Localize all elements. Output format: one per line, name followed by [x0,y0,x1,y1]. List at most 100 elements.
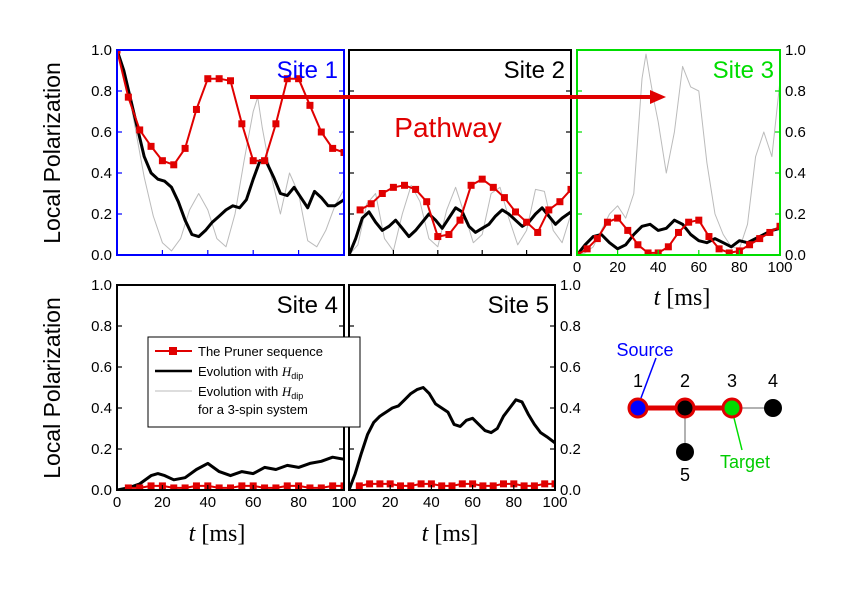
x-tick-label: 40 [650,259,667,276]
y-tick-label: 0.6 [91,124,112,141]
legend: The Pruner sequence Evolution with Hdip … [147,336,361,428]
data-point-pruner [306,484,314,490]
data-point-pruner [675,228,682,236]
y-tick-label: 0.6 [560,359,581,376]
data-point-pruner [776,222,780,230]
series-line-dipolar [117,50,344,239]
data-point-pruner [329,482,337,490]
series-line-dipolar [117,455,344,490]
data-point-pruner [541,480,549,488]
data-point-pruner [438,482,446,490]
data-point-pruner [500,480,507,488]
node-label-1: 1 [633,371,643,391]
plot-area-site-1 [117,50,344,252]
series-line-three-spin [577,53,780,255]
data-point-pruner [664,243,672,251]
target-pointer [733,417,743,451]
panel-title: Site 3 [713,57,774,84]
legend-marker-pruner [169,347,177,355]
data-point-pruner [283,75,291,83]
data-point-pruner [545,206,553,214]
source-label: Source [616,340,673,360]
y-tick-label: 0.4 [560,400,581,417]
x-tick-label: 100 [331,494,356,511]
data-point-pruner [366,480,374,488]
data-point-pruner [715,245,723,253]
plot-area-site-2 [349,175,571,255]
y-tick-label: 0.0 [560,482,581,499]
data-point-pruner [412,185,420,193]
x-axis-label-site4: t [ms] [189,521,246,547]
data-point-pruner [170,161,178,169]
y-tick-label: 0.8 [91,318,112,335]
y-tick-label: 0.0 [785,247,806,264]
data-point-pruner [355,482,363,490]
data-point-pruner [238,482,246,490]
data-point-pruner [386,480,394,488]
legend-three-spin: Evolution with Hdip [198,384,303,401]
data-point-pruner [317,128,325,136]
data-point-pruner [181,484,189,490]
data-point-pruner [124,484,132,490]
data-point-pruner [567,185,571,193]
data-point-pruner [500,194,508,202]
y-tick-label: 0.2 [91,206,112,223]
target-label: Target [720,452,770,472]
data-point-pruner [124,93,132,101]
node-label-3: 3 [727,371,737,391]
data-point-pruner [685,218,693,226]
data-point-pruner [238,120,246,128]
x-tick-label: 40 [423,494,440,511]
x-tick-label: 60 [245,494,262,511]
y-tick-label: 0.2 [785,206,806,223]
data-point-pruner [401,181,408,189]
data-point-pruner [397,482,404,490]
data-point-pruner [489,183,497,191]
data-point-pruner [295,75,303,83]
data-point-pruner [725,249,733,255]
data-point-pruner [445,231,453,238]
data-point-pruner [551,480,555,488]
data-point-pruner [147,142,155,150]
series-line-dipolar [349,206,571,255]
y-tick-label: 0.4 [785,165,806,182]
x-tick-label: 0 [113,494,121,511]
x-tick-label: 100 [767,259,792,276]
node-3-target [721,397,743,419]
y-tick-label: 0.2 [91,441,112,458]
panel-frame [348,49,572,256]
x-axis-label-site3: t [ms] [654,285,711,311]
x-tick-label: 0 [573,259,581,276]
data-point-pruner [756,235,764,243]
data-point-pruner [272,484,280,490]
x-tick-label: 60 [690,259,707,276]
data-point-pruner [272,120,280,128]
series-line-three-spin [349,184,571,255]
data-point-pruner [766,228,774,236]
y-tick-label: 1.0 [91,42,112,59]
y-tick-label: 0.0 [91,482,112,499]
data-point-pruner [523,218,531,226]
data-point-pruner [367,200,375,208]
node-1-source [627,397,649,419]
data-point-pruner [530,482,538,490]
panel-site-1: Site 1 0.0 0.2 0.4 0.6 0.8 1.0 [91,42,345,264]
x-tick-label: 20 [609,259,626,276]
data-point-pruner [227,484,234,490]
legend-pruner: The Pruner sequence [198,344,323,359]
panel-site-3: Site 3 0.0 0.2 0.4 0.6 0.8 1.0 0 20 40 60 80 100 [573,42,806,276]
data-point-pruner [478,175,486,183]
panel-title: Site 5 [488,292,549,319]
x-tick-label: 80 [290,494,307,511]
legend-three-spin-line2: for a 3-spin system [198,402,308,417]
data-point-pruner [170,484,178,490]
data-point-pruner [467,181,475,189]
data-point-pruner [306,101,314,109]
spin-chain-diagram: 1 2 3 4 5 Source Target [616,340,782,485]
panel-title: Site 4 [277,292,338,319]
y-tick-label: 0.6 [785,124,806,141]
y-tick-label: 0.8 [560,318,581,335]
data-point-pruner [634,241,642,249]
data-point-pruner [181,144,189,152]
